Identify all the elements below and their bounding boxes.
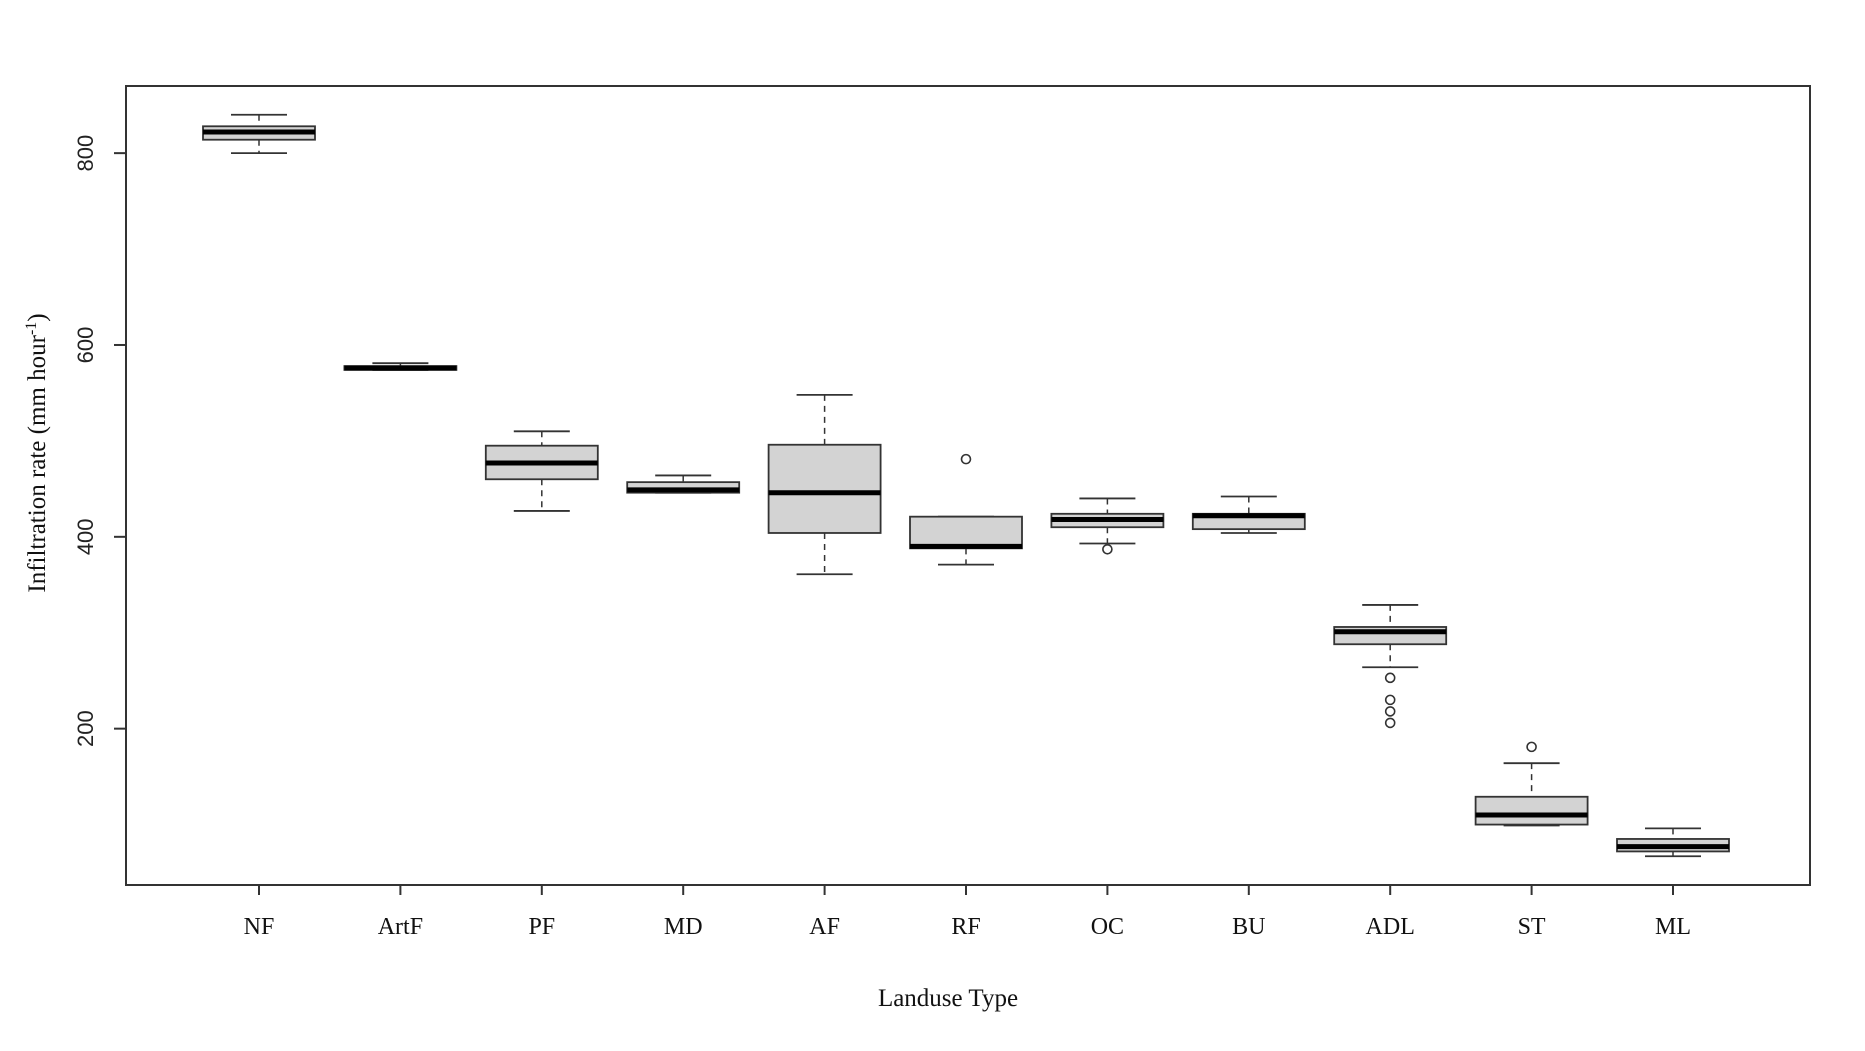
box-md <box>626 474 741 494</box>
iqr-box <box>909 515 1023 550</box>
y-axis: 200 400 600 800 <box>73 135 126 747</box>
y-tick-label: 400 <box>73 518 98 555</box>
x-tick-label: NF <box>244 914 275 940</box>
outlier-point <box>1384 694 1396 706</box>
x-tick-label: BU <box>1232 914 1265 940</box>
box-af <box>767 393 882 576</box>
outlier-point <box>1384 706 1396 717</box>
box-artf <box>343 362 458 371</box>
x-tick-label: OC <box>1091 914 1124 940</box>
outlier-point <box>1384 717 1396 729</box>
boxes <box>202 113 1730 858</box>
x-axis: NF ArtF PF MD AF RF OC BU ADL ST ML <box>244 885 1691 940</box>
iqr-box <box>1474 795 1589 826</box>
x-tick-label: ADL <box>1366 914 1415 940</box>
outlier-point <box>1526 741 1537 753</box>
x-tick-label: ArtF <box>378 914 423 940</box>
box-adl <box>1333 604 1448 729</box>
box-ml <box>1616 827 1730 858</box>
y-axis-title: Infiltration rate (mm hour-1) <box>23 313 51 592</box>
x-tick-label: AF <box>809 914 840 940</box>
plot-frame <box>125 85 1811 886</box>
box-oc <box>1050 497 1165 555</box>
box-rf <box>909 453 1023 566</box>
y-tick-label: 800 <box>73 135 98 172</box>
y-axis-title-sup: -1 <box>23 322 40 335</box>
outlier-point <box>1102 543 1113 555</box>
y-axis-title-text: Infiltration rate (mm hour <box>24 334 51 592</box>
box-st <box>1474 741 1589 827</box>
box-pf <box>484 430 599 512</box>
x-axis-title: Landuse Type <box>878 985 1018 1012</box>
x-tick-label: MD <box>664 914 703 940</box>
box-nf <box>202 113 316 155</box>
y-tick-label: 600 <box>73 327 98 364</box>
y-tick-label: 200 <box>73 710 98 747</box>
iqr-box <box>767 443 882 534</box>
x-tick-label: ML <box>1655 914 1691 940</box>
outlier-point <box>1384 672 1396 684</box>
outlier-point <box>960 453 972 465</box>
x-tick-label: PF <box>528 914 555 940</box>
x-tick-label: ST <box>1518 914 1546 940</box>
x-tick-label: RF <box>951 914 980 940</box>
box-bu <box>1191 495 1306 534</box>
y-axis-title-close: ) <box>24 313 51 321</box>
